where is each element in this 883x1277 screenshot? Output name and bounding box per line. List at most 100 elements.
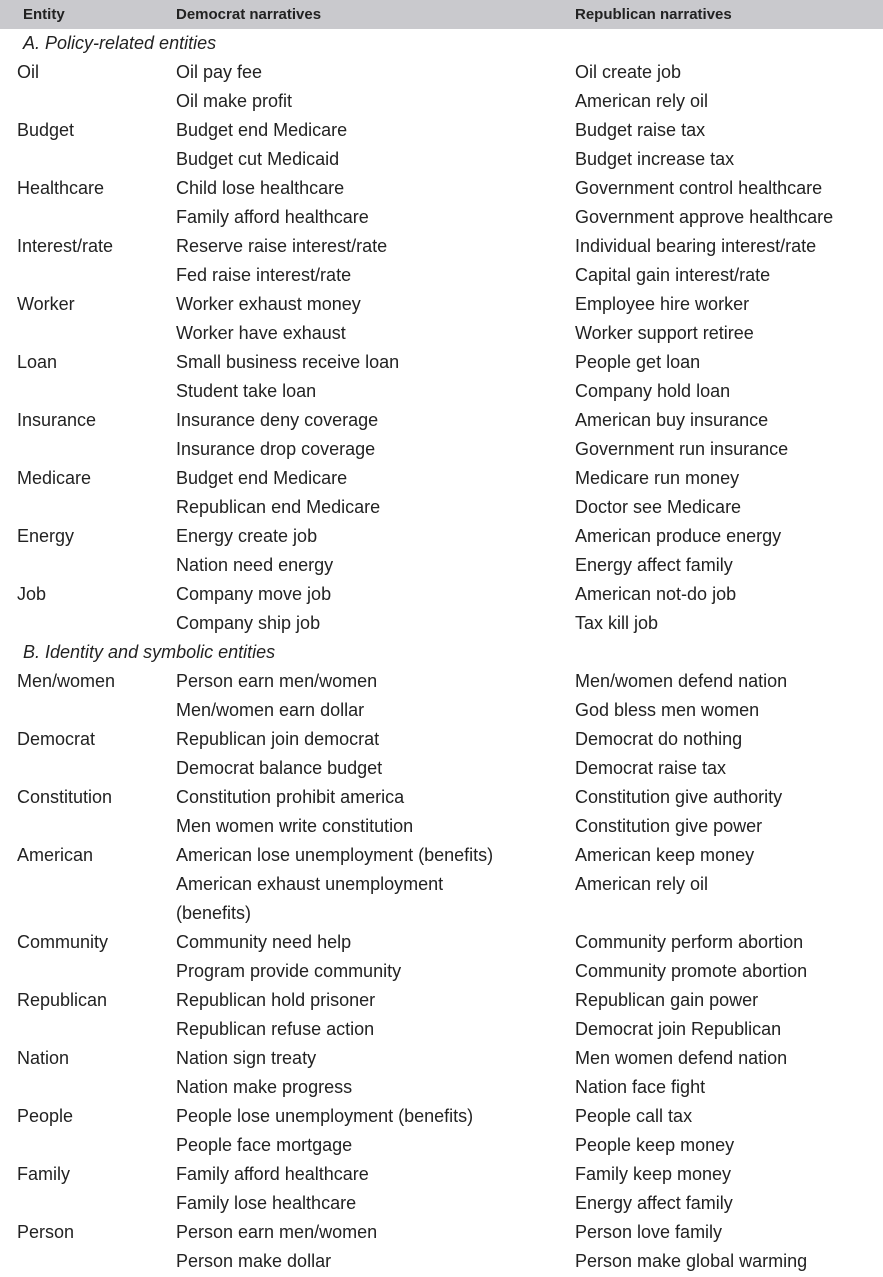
entity-row: Insurance drop coverage Government run in… <box>0 435 883 464</box>
democrat-cell: People face mortgage <box>176 1135 353 1155</box>
republican-cell: American rely oil <box>575 91 709 111</box>
empty-cell <box>0 435 176 464</box>
republican-cell: People keep money <box>575 1135 735 1155</box>
entity-cell: Loan <box>17 352 58 372</box>
empty-cell <box>0 1189 176 1218</box>
entity-cell: Job <box>17 584 47 604</box>
democrat-cell: Family lose healthcare <box>176 1193 357 1213</box>
entity-row: Nation need energy Energy affect family <box>0 551 883 580</box>
entity-cell: Oil <box>17 62 39 82</box>
republican-cell: Employee hire worker <box>575 294 750 314</box>
entity-cell: Insurance <box>17 410 97 430</box>
republican-cell: People get loan <box>575 352 701 372</box>
entity-row: Healthcare Child lose healthcare Governmen… <box>0 174 883 203</box>
empty-cell <box>0 957 176 986</box>
democrat-cell: Reserve raise interest/rate <box>176 236 388 256</box>
democrat-cell: Nation sign treaty <box>176 1048 317 1068</box>
democrat-cell: Republican refuse action <box>176 1019 375 1039</box>
democrat-cell: Men women write constitution <box>176 816 414 836</box>
entity-row: Constitution Constitution prohibit americ… <box>0 783 883 812</box>
header-row: Entity Democrat narratives Republican na… <box>0 0 883 29</box>
democrat-cell: Person earn men/women <box>176 1222 378 1242</box>
entity-row: Democrat balance budget Democrat raise ta… <box>0 754 883 783</box>
entity-row: Oil make profit American rely oil <box>0 87 883 116</box>
democrat-cell: American exhaust unemployment (benefits) <box>176 874 444 923</box>
republican-cell: Capital gain interest/rate <box>575 265 771 285</box>
entity-cell: Medicare <box>17 468 92 488</box>
republican-cell: Nation face fight <box>575 1077 706 1097</box>
republican-cell: Budget raise tax <box>575 120 706 140</box>
democrat-cell: Company move job <box>176 584 332 604</box>
republican-cell: American keep money <box>575 845 755 865</box>
table-body: A. Policy-related entities Oil Oil pay fee… <box>0 29 883 1276</box>
entity-row: Worker have exhaust Worker support retire… <box>0 319 883 348</box>
empty-cell <box>0 696 176 725</box>
republican-cell: Democrat join Republican <box>575 1019 782 1039</box>
entity-row: Program provide community Community promo… <box>0 957 883 986</box>
entity-row: Republican end Medicare Doctor see Medica… <box>0 493 883 522</box>
democrat-cell: Nation make progress <box>176 1077 353 1097</box>
entity-row: Family Family afford healthcare Family kee… <box>0 1160 883 1189</box>
entity-row: People face mortgage People keep money <box>0 1131 883 1160</box>
republican-cell: Doctor see Medicare <box>575 497 742 517</box>
republican-cell: Government run insurance <box>575 439 789 459</box>
entity-cell: Men/women <box>17 671 116 691</box>
democrat-cell: Oil make profit <box>176 91 293 111</box>
democrat-cell: Republican join democrat <box>176 729 380 749</box>
empty-cell <box>0 493 176 522</box>
republican-cell: Democrat do nothing <box>575 729 743 749</box>
header-cell: Democrat narratives <box>176 0 575 29</box>
republican-cell: Constitution give authority <box>575 787 783 807</box>
democrat-cell: American lose unemployment (benefits) <box>176 845 494 865</box>
entity-row: Person make dollar Person make global war… <box>0 1247 883 1276</box>
entity-row: American American lose unemployment (bene… <box>0 841 883 870</box>
empty-cell <box>0 261 176 290</box>
republican-cell: Budget increase tax <box>575 149 735 169</box>
democrat-cell: Budget end Medicare <box>176 468 348 488</box>
republican-cell: American not-do job <box>575 584 737 604</box>
entity-row: Budget cut Medicaid Budget increase tax <box>0 145 883 174</box>
empty-cell <box>0 1073 176 1102</box>
entity-row: Energy Energy create job American produce … <box>0 522 883 551</box>
section-row: B. Identity and symbolic entities <box>0 638 883 667</box>
entity-row: Budget Budget end Medicare Budget raise ta… <box>0 116 883 145</box>
republican-cell: Community perform abortion <box>575 932 804 952</box>
republican-cell: Tax kill job <box>575 613 659 633</box>
democrat-cell: Republican end Medicare <box>176 497 381 517</box>
entity-row: Men/women earn dollar God bless men women <box>0 696 883 725</box>
entity-row: Worker Worker exhaust money Employee hire … <box>0 290 883 319</box>
entity-row: Democrat Republican join democrat Democrat… <box>0 725 883 754</box>
republican-cell: Republican gain power <box>575 990 759 1010</box>
democrat-cell: Program provide community <box>176 961 402 981</box>
empty-cell <box>0 870 176 928</box>
entity-cell: American <box>17 845 94 865</box>
entity-row: Nation make progress Nation face fight <box>0 1073 883 1102</box>
entity-row: Family afford healthcare Government appro… <box>0 203 883 232</box>
entity-row: Company ship job Tax kill job <box>0 609 883 638</box>
democrat-cell: Budget cut Medicaid <box>176 149 340 169</box>
entity-cell: People <box>17 1106 74 1126</box>
entity-row: Person Person earn men/women Person love f… <box>0 1218 883 1247</box>
republican-cell: American produce energy <box>575 526 782 546</box>
democrat-cell: Company ship job <box>176 613 321 633</box>
republican-cell: Democrat raise tax <box>575 758 727 778</box>
entity-row: Insurance Insurance deny coverage American… <box>0 406 883 435</box>
entity-cell: Democrat <box>17 729 96 749</box>
entity-cell: Healthcare <box>17 178 105 198</box>
entity-cell: Constitution <box>17 787 113 807</box>
empty-cell <box>0 1247 176 1276</box>
entity-cell: Interest/rate <box>17 236 114 256</box>
empty-cell <box>0 87 176 116</box>
empty-cell <box>0 203 176 232</box>
empty-cell <box>0 551 176 580</box>
democrat-cell: Fed raise interest/rate <box>176 265 352 285</box>
empty-cell <box>0 145 176 174</box>
section-title: A. Policy-related entities <box>23 33 217 53</box>
democrat-cell: Student take loan <box>176 381 317 401</box>
republican-cell: Worker support retiree <box>575 323 754 343</box>
entity-cell: Family <box>17 1164 70 1184</box>
entity-cell: Nation <box>17 1048 70 1068</box>
entity-cell: Energy <box>17 526 75 546</box>
democrat-cell: Republican hold prisoner <box>176 990 376 1010</box>
republican-cell: Person make global warming <box>575 1251 808 1271</box>
